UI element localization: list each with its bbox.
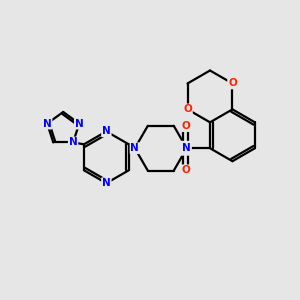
- Text: N: N: [43, 118, 52, 129]
- Text: O: O: [228, 79, 237, 88]
- Text: N: N: [102, 178, 111, 188]
- Text: O: O: [181, 121, 190, 131]
- Text: N: N: [182, 143, 191, 153]
- Text: O: O: [183, 104, 192, 114]
- Text: N: N: [69, 137, 77, 147]
- Text: N: N: [75, 118, 84, 129]
- Text: O: O: [181, 165, 190, 175]
- Text: S: S: [181, 142, 190, 155]
- Text: N: N: [102, 126, 111, 136]
- Text: N: N: [130, 143, 139, 153]
